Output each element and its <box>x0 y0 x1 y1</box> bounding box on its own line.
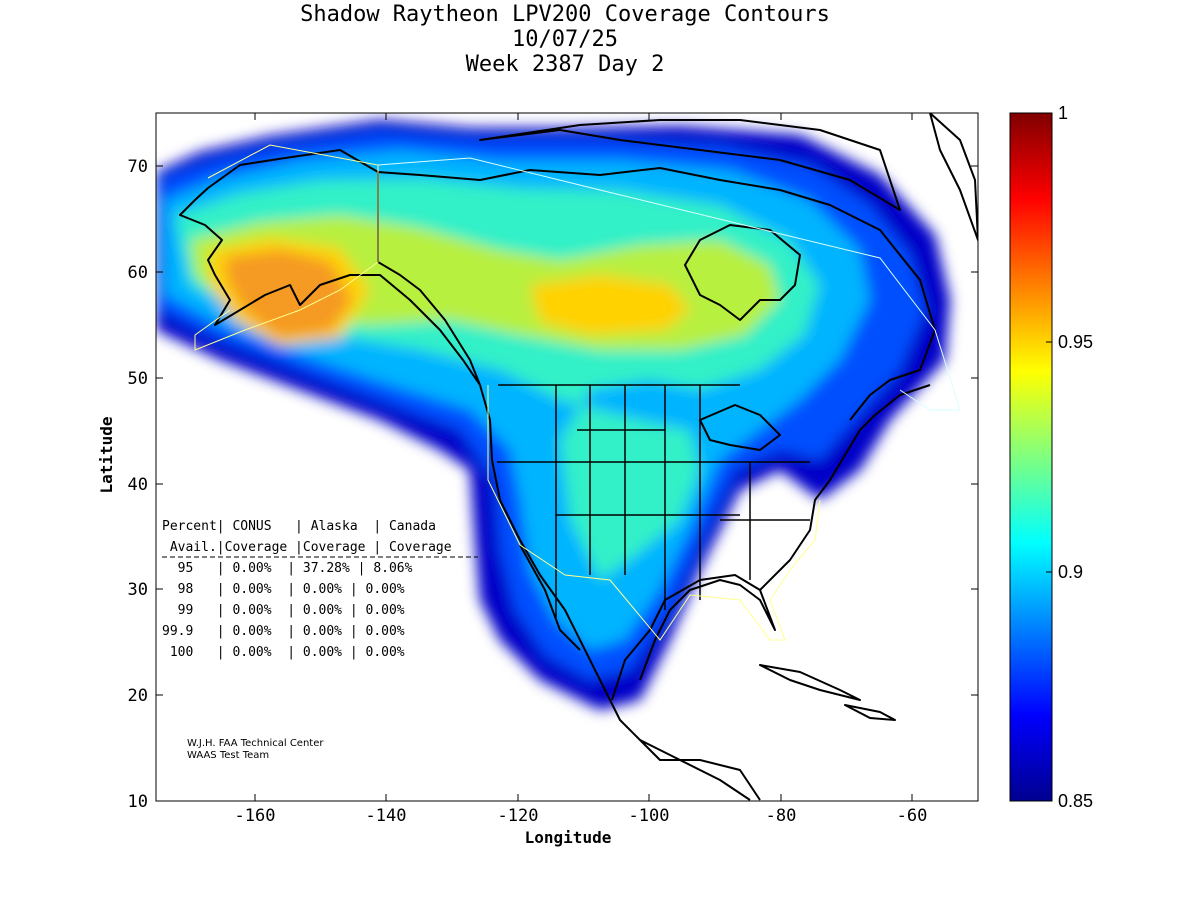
central-america <box>639 739 751 801</box>
x-tick-label: -100 <box>629 806 670 826</box>
plot-frame <box>155 112 979 802</box>
y-tick-label: 60 <box>128 263 148 283</box>
colorbar <box>1009 112 1053 802</box>
map-title-date: 10/07/25 <box>512 27 618 52</box>
colorbar-tick-label: 0.9 <box>1058 562 1083 582</box>
service-volume-outlines <box>194 144 961 641</box>
conus-service-volume <box>487 385 821 641</box>
arctic-islands <box>479 119 901 211</box>
table-row: 99.9 | 0.00% | 0.00% | 0.00% <box>162 624 405 639</box>
coverage-band-0.955 <box>225 250 352 338</box>
x-tick-label: -120 <box>498 806 539 826</box>
table-row: 95 | 0.00% | 37.28% | 8.06% <box>162 561 413 576</box>
colorbar-ticks <box>1046 112 1052 802</box>
y-tick-label: 40 <box>128 475 148 495</box>
state-borders <box>497 384 810 620</box>
table-header-row2: Avail.|Coverage |Coverage | Coverage <box>162 540 452 555</box>
hudson-bay <box>684 224 801 321</box>
coverage-contours <box>156 120 950 710</box>
map-title-week: Week 2387 Day 2 <box>465 52 665 77</box>
north-america-west-coast <box>479 384 761 801</box>
y-tick-label: 20 <box>128 686 148 706</box>
y-axis-label: Latitude <box>97 416 116 493</box>
coastlines <box>179 113 978 801</box>
table-row: 98 | 0.00% | 0.00% | 0.00% <box>162 582 405 597</box>
x-tick-label: -80 <box>766 806 797 826</box>
x-tick-labels: -160 -140 -120 -100 -80 -60 <box>235 806 928 826</box>
x-axis-label: Longitude <box>525 828 612 847</box>
great-lakes <box>699 404 781 451</box>
y-tick-label: 10 <box>128 792 148 812</box>
table-row: 100 | 0.00% | 0.00% | 0.00% <box>162 645 405 660</box>
colorbar-labels: 0.85 0.9 0.95 1 <box>1058 103 1093 811</box>
coverage-stats-table: Percent| CONUS | Alaska | Canada Avail.|… <box>162 519 478 660</box>
y-tick-label: 70 <box>128 157 148 177</box>
x-tick-label: -60 <box>897 806 928 826</box>
y-tick-label: 30 <box>128 580 148 600</box>
canada-service-volume <box>377 157 961 411</box>
coverage-band-0.945-canada <box>530 275 690 335</box>
mexico-baja <box>519 544 581 651</box>
colorbar-tick-label: 1 <box>1058 103 1068 123</box>
y-tick-label: 50 <box>128 369 148 389</box>
x-tick-label: -140 <box>366 806 407 826</box>
cuba <box>759 664 861 701</box>
alaska-service-volume <box>194 144 379 351</box>
map-title-line1: Shadow Raytheon LPV200 Coverage Contours <box>300 2 830 27</box>
colorbar-tick-label: 0.85 <box>1058 791 1093 811</box>
greenland-edge <box>929 113 978 241</box>
canada-north-coast <box>377 167 936 331</box>
axis-ticks <box>156 113 978 802</box>
labrador-coast <box>849 329 936 421</box>
credit-line2: WAAS Test Team <box>187 750 270 761</box>
table-row: 99 | 0.00% | 0.00% | 0.00% <box>162 603 405 618</box>
table-header-row1: Percent| CONUS | Alaska | Canada <box>162 519 436 534</box>
colorbar-tick-label: 0.95 <box>1058 332 1093 352</box>
hispaniola <box>844 704 896 721</box>
x-tick-label: -160 <box>235 806 276 826</box>
us-east-coast <box>759 384 931 591</box>
gulf-coast <box>611 574 776 701</box>
credit-line1: W.J.H. FAA Technical Center <box>187 738 324 749</box>
y-tick-labels: 10 20 30 40 50 60 70 <box>128 157 148 812</box>
